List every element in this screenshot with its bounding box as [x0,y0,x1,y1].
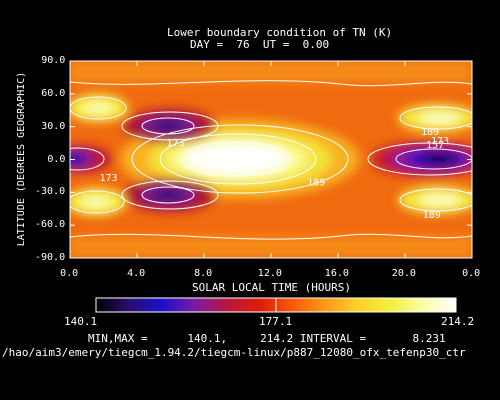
file-path: /hao/aim3/emery/tiegcm_1.94.2/tiegcm-lin… [2,346,466,359]
x-tick-label: 0.0 [462,268,481,279]
contour-line [399,106,472,130]
contour-line [121,180,219,210]
min-max-summary: MIN,MAX = 140.1, 214.2 INTERVAL = 8.231 [88,332,446,345]
y-tick-label: -30.0 [35,186,66,198]
x-tick-label: 12.0 [257,268,282,279]
x-tick-label: 16.0 [324,268,349,279]
y-tick-label: 60.0 [41,87,66,99]
contour-label: 189 [421,127,439,138]
contour-line [395,148,472,170]
x-tick-label: 8.0 [194,268,213,279]
x-axis-label: SOLAR LOCAL TIME (HOURS) [192,281,351,294]
heatmap-blobs [70,61,472,258]
y-tick-label: 30.0 [41,120,66,132]
contour-line [70,233,472,240]
contour-label: 173 [99,173,117,184]
colorbar-mid-label: 177.1 [259,315,293,328]
contour-label: 189 [423,210,441,221]
x-tick-label: 0.0 [60,268,79,279]
y-axis-ticks [70,60,472,259]
contour-line [70,190,125,214]
contour-line [131,124,349,194]
chart-title: Lower boundary condition of TN (K) [167,26,393,39]
contour-label: 173 [166,138,184,149]
y-tick-label: -60.0 [35,219,66,231]
colorbar-min-label: 140.1 [64,315,98,328]
contour-line [70,80,472,87]
contour-label: 173 [431,136,449,147]
contour-line [367,142,472,176]
contour-line [70,96,127,120]
x-axis-ticks [69,61,473,258]
heatmap-field [70,61,472,258]
contour-line [180,141,292,177]
contour-lines [70,80,472,240]
contour-line [70,147,105,171]
contour-line [159,133,317,185]
x-tick-label: 20.0 [391,268,416,279]
contour-line [141,186,195,204]
y-tick-label: 0.0 [47,153,66,165]
contour-line [399,188,472,212]
y-tick-label: -90.0 [35,252,66,263]
y-axis-label: LATITUDE (DEGREES GEOGRAPHIC) [16,71,27,247]
contour-label: 189 [307,177,325,188]
contour-line [121,111,219,141]
x-tick-label: 4.0 [127,268,146,279]
contour-line [141,117,195,135]
colorbar-max-label: 214.2 [441,315,475,328]
contour-label: 157 [426,140,444,151]
y-tick-label: 90.0 [41,55,66,66]
chart-subtitle: DAY = 76 UT = 0.00 [190,38,330,51]
